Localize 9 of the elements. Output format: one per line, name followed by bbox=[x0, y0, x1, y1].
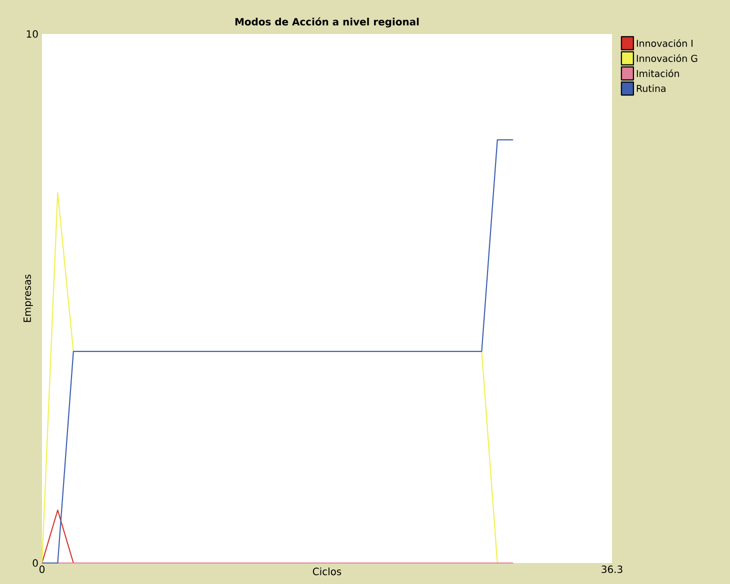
legend-label: Innovación G bbox=[636, 54, 698, 62]
legend-label: Rutina bbox=[636, 84, 666, 92]
legend-label: Innovación I bbox=[636, 39, 692, 47]
x-axis-title: Ciclos bbox=[312, 568, 342, 576]
y-axis-title: Empresas bbox=[24, 274, 33, 322]
legend-label: Imitación bbox=[636, 69, 679, 78]
x-tick-label: 36.3 bbox=[602, 566, 622, 574]
chart-title: Modos de Acción a nivel regional bbox=[235, 17, 419, 28]
y-tick-label: 10 bbox=[26, 30, 38, 38]
